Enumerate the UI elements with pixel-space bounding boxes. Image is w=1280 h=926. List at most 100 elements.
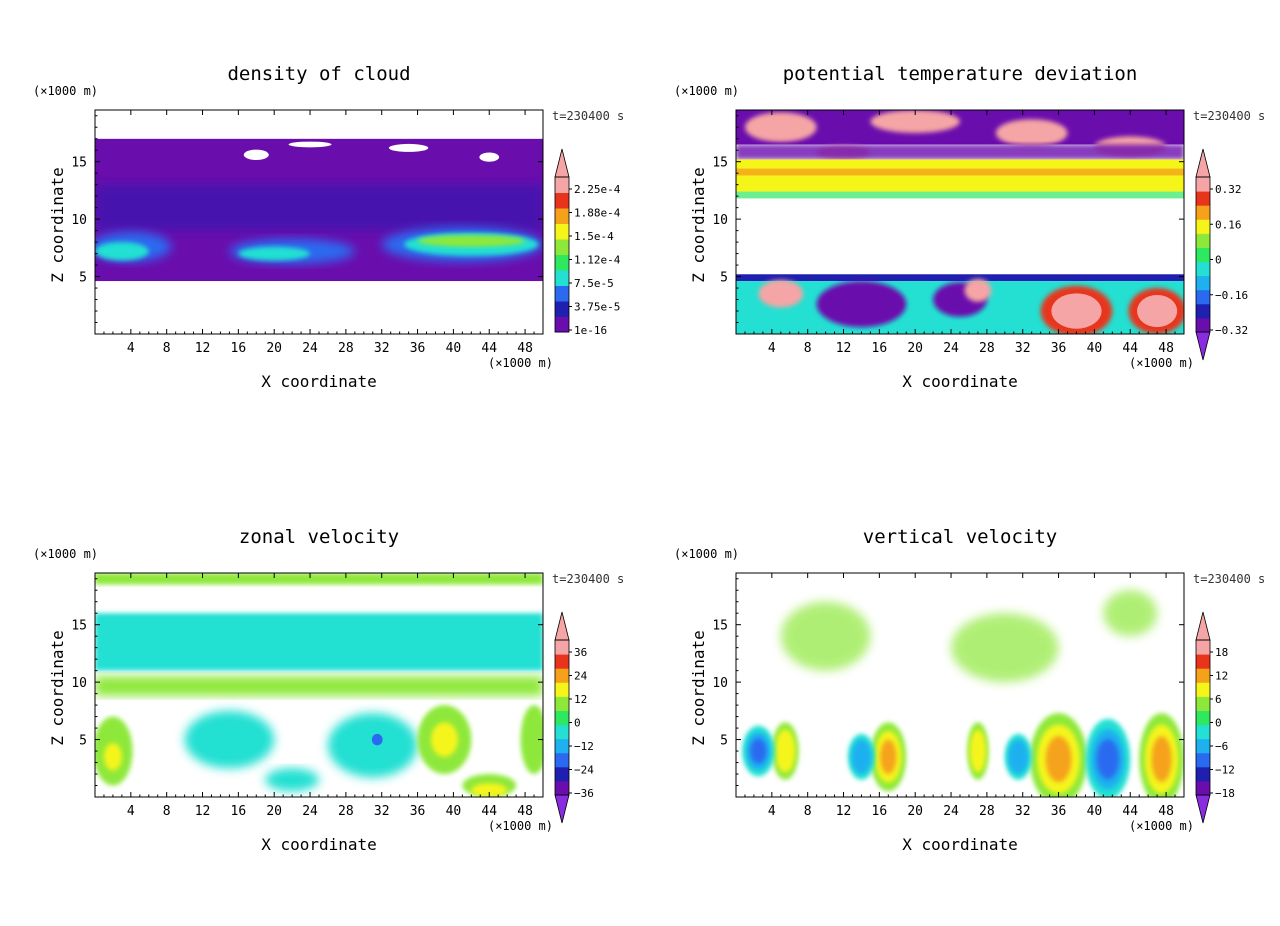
colorbar-swatch bbox=[1196, 710, 1210, 726]
x-tick-label: 48 bbox=[1158, 341, 1174, 356]
x-tick-label: 40 bbox=[446, 804, 462, 819]
colorbar-swatch bbox=[555, 254, 569, 271]
y-axis-label: Z coordinate bbox=[689, 167, 708, 283]
colorbar-swatch bbox=[1196, 205, 1210, 220]
colorbar-extend-min bbox=[554, 794, 570, 824]
x-tick-label: 12 bbox=[836, 341, 852, 356]
x-tick-label: 8 bbox=[163, 341, 171, 356]
colorbar-extend-min bbox=[1195, 794, 1211, 824]
colorbar-frame bbox=[1195, 639, 1211, 796]
x-tick-label: 36 bbox=[410, 804, 426, 819]
x-tick-label: 8 bbox=[163, 804, 171, 819]
heatmap-u bbox=[95, 573, 543, 797]
x-tick-label: 28 bbox=[979, 341, 995, 356]
time-label: t=230400 s bbox=[1193, 572, 1265, 586]
x-tick-label: 12 bbox=[836, 804, 852, 819]
y-axis-label: Z coordinate bbox=[48, 630, 67, 746]
colorbar-label: 0.32 bbox=[1215, 183, 1242, 196]
colorbar-frame bbox=[554, 176, 570, 333]
x-tick-label: 16 bbox=[872, 804, 888, 819]
colorbar-swatch bbox=[1196, 654, 1210, 669]
y-tick-label: 5 bbox=[79, 734, 87, 749]
x-axis-label: X coordinate bbox=[261, 372, 377, 391]
x-tick-label: 20 bbox=[266, 804, 282, 819]
x-tick-label: 44 bbox=[1122, 341, 1138, 356]
y-tick-label: 5 bbox=[720, 734, 728, 749]
colorbar-swatch bbox=[555, 668, 569, 683]
x-tick-label: 8 bbox=[804, 341, 812, 356]
time-label: t=230400 s bbox=[552, 109, 624, 123]
colorbar-swatch bbox=[555, 682, 569, 697]
x-tick-label: 24 bbox=[943, 341, 959, 356]
y-tick-label: 15 bbox=[71, 156, 87, 171]
heatmap-theta bbox=[736, 110, 1184, 334]
y-unit-label: (×1000 m) bbox=[33, 547, 98, 561]
colorbar-label: 36 bbox=[574, 646, 587, 659]
colorbar-label: 0 bbox=[1215, 254, 1222, 267]
x-tick-label: 16 bbox=[231, 341, 247, 356]
x-tick-label: 32 bbox=[1015, 341, 1031, 356]
colorbar-label: 0 bbox=[1215, 717, 1222, 730]
colorbar-swatch bbox=[1196, 752, 1210, 768]
y-axis-label: Z coordinate bbox=[689, 630, 708, 746]
heatmap-w bbox=[742, 590, 1184, 797]
colorbar-swatch bbox=[1196, 682, 1210, 697]
colorbar-swatch bbox=[555, 239, 569, 255]
x-axis-label: X coordinate bbox=[902, 835, 1018, 854]
x-unit-label: (×1000 m) bbox=[1129, 356, 1194, 370]
x-tick-label: 20 bbox=[266, 341, 282, 356]
x-tick-label: 32 bbox=[1015, 804, 1031, 819]
colorbar-swatch bbox=[555, 316, 569, 333]
colorbar-label: −12 bbox=[574, 740, 594, 753]
colorbar-swatch bbox=[1196, 303, 1210, 319]
colorbar-swatch bbox=[555, 301, 569, 317]
x-tick-label: 4 bbox=[768, 341, 776, 356]
y-tick-label: 15 bbox=[71, 619, 87, 634]
panel-title-theta: potential temperature deviation bbox=[783, 63, 1138, 85]
colorbar-extend-min bbox=[1195, 331, 1211, 361]
colorbar-swatch bbox=[1196, 233, 1210, 248]
x-tick-label: 4 bbox=[127, 804, 135, 819]
colorbar-label: −0.16 bbox=[1215, 289, 1248, 302]
colorbar-cloud: 1e-16 3.75e-5 7.5e-5 1.12e-4 1.5e-4 1.88e-4 2.… bbox=[554, 148, 621, 337]
colorbar-swatch bbox=[1196, 780, 1210, 796]
y-tick-label: 15 bbox=[712, 156, 728, 171]
colorbar-theta: −0.32 −0.16 0 0.16 0.32 bbox=[1195, 148, 1248, 361]
x-tick-label: 40 bbox=[1087, 804, 1103, 819]
y-axis-label: Z coordinate bbox=[48, 167, 67, 283]
colorbar-swatch bbox=[555, 738, 569, 754]
x-tick-label: 44 bbox=[481, 804, 497, 819]
colorbar-label: 1.12e-4 bbox=[574, 254, 621, 267]
x-unit-label: (×1000 m) bbox=[488, 356, 553, 370]
colorbar-label: −12 bbox=[1215, 764, 1235, 777]
colorbar-label: −24 bbox=[574, 764, 594, 777]
x-tick-label: 24 bbox=[302, 804, 318, 819]
colorbar-label: 3.75e-5 bbox=[574, 301, 620, 314]
colorbar-swatch bbox=[555, 208, 569, 224]
colorbar-w: −18 −12 −6 0 6 12 18 bbox=[1195, 611, 1235, 824]
colorbar-swatch bbox=[1196, 247, 1210, 263]
colorbar-label: 1.5e-4 bbox=[574, 230, 614, 243]
x-tick-label: 8 bbox=[804, 804, 812, 819]
y-tick-label: 5 bbox=[720, 271, 728, 286]
x-tick-label: 28 bbox=[338, 341, 354, 356]
y-unit-label: (×1000 m) bbox=[674, 84, 739, 98]
colorbar-extend-max bbox=[554, 148, 570, 178]
x-tick-label: 44 bbox=[481, 341, 497, 356]
colorbar-label: 1.88e-4 bbox=[574, 207, 621, 220]
x-tick-label: 12 bbox=[195, 804, 211, 819]
colorbar-swatch bbox=[1196, 766, 1210, 782]
colorbar-swatch bbox=[1196, 219, 1210, 234]
x-axis-label: X coordinate bbox=[261, 835, 377, 854]
x-tick-label: 20 bbox=[907, 341, 923, 356]
x-tick-label: 40 bbox=[1087, 341, 1103, 356]
x-tick-label: 40 bbox=[446, 341, 462, 356]
x-tick-label: 48 bbox=[517, 341, 533, 356]
colorbar-swatch bbox=[1196, 640, 1210, 655]
x-tick-label: 20 bbox=[907, 804, 923, 819]
colorbar-swatch bbox=[1196, 275, 1210, 291]
colorbar-label: 6 bbox=[1215, 693, 1222, 706]
x-unit-label: (×1000 m) bbox=[488, 819, 553, 833]
x-axis-label: X coordinate bbox=[902, 372, 1018, 391]
y-unit-label: (×1000 m) bbox=[674, 547, 739, 561]
